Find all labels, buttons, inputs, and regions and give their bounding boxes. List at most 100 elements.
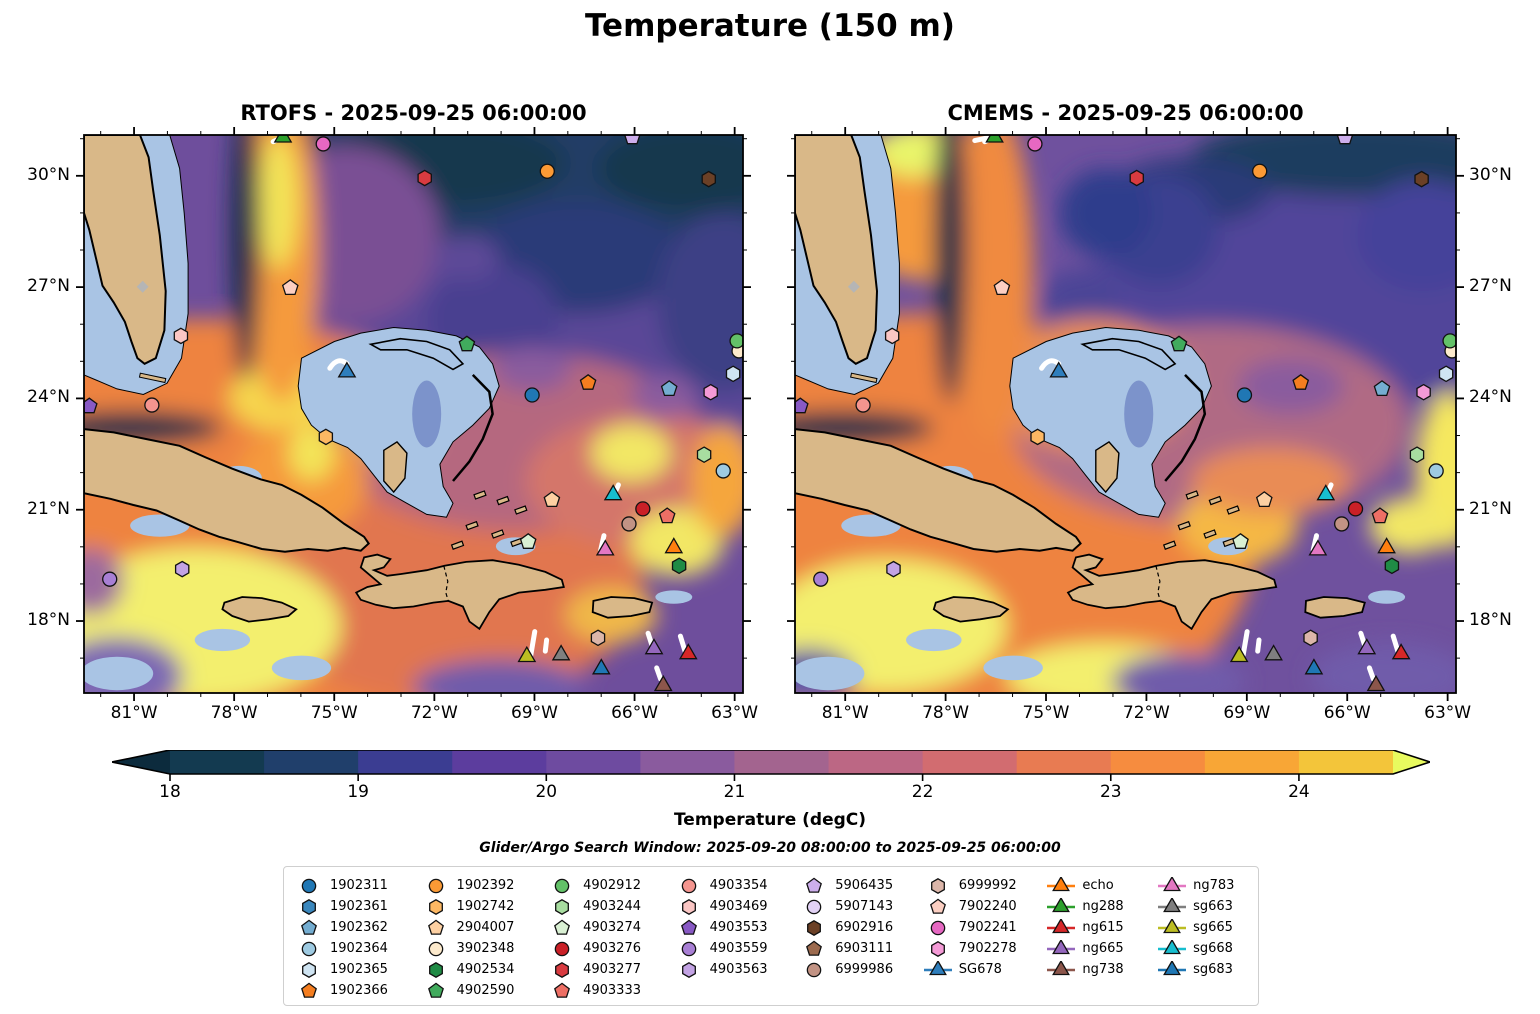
legend-label: 4903276 <box>583 941 641 956</box>
hexagon-icon <box>555 961 570 978</box>
legend-item-5906435[interactable]: 5906435 <box>799 875 923 896</box>
legend-item-7902240[interactable]: 7902240 <box>923 896 1047 917</box>
circle-icon <box>930 920 946 935</box>
legend-item-7902278[interactable]: 7902278 <box>923 938 1047 959</box>
legend-label: sg683 <box>1193 962 1233 977</box>
legend-label: 4903274 <box>583 920 641 935</box>
legend-item-2904007[interactable]: 2904007 <box>421 917 548 938</box>
legend-item-SG678[interactable]: SG678 <box>923 959 1047 980</box>
lat-tick-label: 27°N <box>1469 276 1512 297</box>
pentagon-icon <box>806 940 823 956</box>
triangle-icon <box>1047 876 1076 891</box>
legend-item-5907143[interactable]: 5907143 <box>799 896 923 917</box>
lat-tick-label: 21°N <box>1469 498 1512 519</box>
legend-item-4903277[interactable]: 4903277 <box>547 959 674 980</box>
legend-item-1902365[interactable]: 1902365 <box>294 959 421 980</box>
legend-item-ng615[interactable]: ng615 <box>1046 917 1157 938</box>
legend-item-1902311[interactable]: 1902311 <box>294 875 421 896</box>
legend-label: 4902590 <box>456 983 515 998</box>
lon-tick-label: 63°W <box>1424 703 1472 723</box>
legend-label: 4903277 <box>583 962 641 977</box>
hexagon-icon <box>302 961 316 978</box>
legend-item-ng738[interactable]: ng738 <box>1046 959 1157 980</box>
colorbar-tick-label: 21 <box>723 782 746 802</box>
colorbar-tick-label: 20 <box>535 782 558 802</box>
legend-label: 4903469 <box>709 899 768 914</box>
legend-item-1902362[interactable]: 1902362 <box>294 917 421 938</box>
legend-item-sg665[interactable]: sg665 <box>1157 917 1252 938</box>
colorbar <box>111 749 1433 788</box>
lon-tick-label: 75°W <box>1022 703 1070 723</box>
platform-markers <box>795 135 1456 692</box>
legend-label: 2904007 <box>456 920 515 935</box>
legend-item-ng288[interactable]: ng288 <box>1046 896 1157 917</box>
map-panel-cmems[interactable] <box>783 123 1468 709</box>
legend-item-4902534[interactable]: 4902534 <box>421 959 548 980</box>
legend-item-4902590[interactable]: 4902590 <box>421 980 548 1001</box>
legend-item-6903111[interactable]: 6903111 <box>799 938 923 959</box>
colorbar-tick-label: 23 <box>1099 782 1122 802</box>
pentagon-icon <box>301 919 317 935</box>
legend-item-6999986[interactable]: 6999986 <box>799 959 923 980</box>
legend-label: 1902311 <box>330 878 388 893</box>
legend-label: 3902348 <box>456 941 515 956</box>
circle-icon <box>806 962 822 977</box>
legend-item-4903469[interactable]: 4903469 <box>674 896 800 917</box>
legend-label: 7902240 <box>958 899 1017 914</box>
legend-label: 6999986 <box>835 962 894 977</box>
legend-item-4903276[interactable]: 4903276 <box>547 938 674 959</box>
legend-label: ng738 <box>1082 962 1124 977</box>
legend-item-4903274[interactable]: 4903274 <box>547 917 674 938</box>
lon-tick-label: 69°W <box>510 703 558 723</box>
legend-label: 4903354 <box>709 878 768 893</box>
legend-label: 4902534 <box>456 962 515 977</box>
lon-tick-label: 78°W <box>922 703 970 723</box>
legend-item-4903559[interactable]: 4903559 <box>674 938 800 959</box>
legend-item-4903553[interactable]: 4903553 <box>674 917 800 938</box>
legend-label: 7902278 <box>958 941 1017 956</box>
legend-item-echo[interactable]: echo <box>1046 875 1157 896</box>
triangle-icon <box>923 960 952 975</box>
axes-frame <box>76 127 751 701</box>
pentagon-icon <box>554 982 571 998</box>
map-panel-rtofs[interactable] <box>72 123 755 709</box>
legend-item-1902392[interactable]: 1902392 <box>421 875 548 896</box>
legend-label: 5906435 <box>835 878 894 893</box>
legend-item-1902742[interactable]: 1902742 <box>421 896 548 917</box>
legend-label: 1902365 <box>330 962 388 977</box>
legend-item-sg663[interactable]: sg663 <box>1157 896 1252 917</box>
legend-item-7902241[interactable]: 7902241 <box>923 917 1047 938</box>
legend-item-3902348[interactable]: 3902348 <box>421 938 548 959</box>
legend-item-1902364[interactable]: 1902364 <box>294 938 421 959</box>
legend-item-1902366[interactable]: 1902366 <box>294 980 421 1001</box>
lon-tick-label: 78°W <box>210 703 258 723</box>
lat-tick-label: 18°N <box>1469 610 1512 631</box>
pentagon-icon <box>301 982 317 998</box>
legend-item-1902361[interactable]: 1902361 <box>294 896 421 917</box>
legend-label: 1902362 <box>330 920 388 935</box>
legend-item-6902916[interactable]: 6902916 <box>799 917 923 938</box>
legend-item-6999992[interactable]: 6999992 <box>923 875 1047 896</box>
legend-item-4902912[interactable]: 4902912 <box>547 875 674 896</box>
legend-item-4903354[interactable]: 4903354 <box>674 875 800 896</box>
colorbar-tick-label: 18 <box>159 782 181 802</box>
circle-icon <box>681 878 696 893</box>
circle-icon <box>301 941 317 956</box>
hexagon-icon <box>807 919 822 936</box>
legend-label: 1902366 <box>330 983 388 998</box>
legend-item-ng783[interactable]: ng783 <box>1157 875 1252 896</box>
lat-tick-label: 27°N <box>27 276 70 297</box>
legend-label: sg663 <box>1193 899 1233 914</box>
legend-item-4903563[interactable]: 4903563 <box>674 959 800 980</box>
colorbar-tick-label: 24 <box>1288 782 1310 802</box>
legend-item-4903244[interactable]: 4903244 <box>547 896 674 917</box>
legend-item-sg683[interactable]: sg683 <box>1157 959 1252 980</box>
circle-icon <box>301 878 317 893</box>
triangle-icon <box>1047 918 1076 933</box>
legend-label: 4902912 <box>583 878 641 893</box>
map-svg-rtofs <box>76 127 751 701</box>
legend-item-sg668[interactable]: sg668 <box>1157 938 1252 959</box>
legend-item-4903333[interactable]: 4903333 <box>547 980 674 1001</box>
legend-item-ng665[interactable]: ng665 <box>1046 938 1157 959</box>
